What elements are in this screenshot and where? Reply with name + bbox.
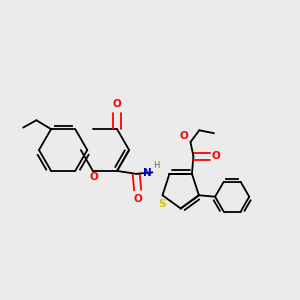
Text: O: O: [133, 194, 142, 204]
Text: O: O: [113, 99, 122, 109]
Text: O: O: [89, 172, 98, 182]
Text: N: N: [143, 168, 152, 178]
Text: O: O: [212, 151, 221, 161]
Text: H: H: [153, 161, 160, 170]
Text: O: O: [179, 130, 188, 141]
Text: S: S: [159, 199, 166, 209]
